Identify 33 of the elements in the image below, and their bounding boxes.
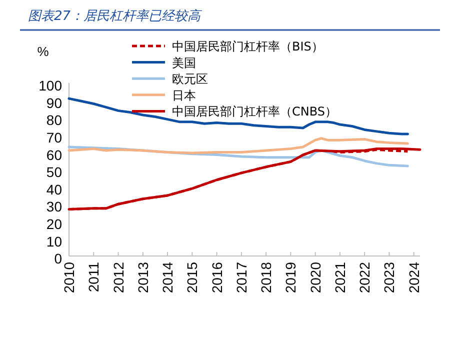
y-tick-label: 50 (46, 164, 62, 180)
x-tick-label: 2017 (233, 262, 250, 294)
y-tick-label: 80 (46, 112, 62, 128)
x-tick-label: 2011 (86, 262, 102, 292)
legend-label: 欧元区 (172, 72, 208, 86)
x-tick-label: 2023 (381, 262, 398, 294)
y-tick-label: 90 (46, 94, 62, 111)
x-tick-label: 2020 (307, 262, 324, 294)
x-tick-label: 2016 (208, 262, 225, 294)
chart-title: 图表27：居民杠杆率已经较高 (28, 8, 203, 24)
y-tick-label: 10 (46, 233, 62, 250)
y-axis-title: % (37, 44, 50, 59)
x-tick-label: 2014 (160, 262, 176, 294)
legend-label: 中国居民部门杠杆率（BIS） (172, 40, 324, 54)
y-tick-label: 20 (46, 216, 62, 232)
x-tick-label: 2024 (406, 262, 422, 294)
x-tick-label: 2010 (61, 262, 77, 294)
x-tick-label: 2021 (332, 262, 348, 294)
x-tick-label: 2015 (184, 262, 200, 294)
y-tick-label: 70 (46, 130, 62, 146)
x-tick-label: 2012 (110, 262, 126, 294)
y-tick-label: 60 (46, 146, 62, 163)
x-tick-label: 2013 (134, 262, 151, 294)
y-tick-label: 100 (38, 78, 62, 94)
x-tick-label: 2022 (356, 262, 373, 294)
legend-label: 日本 (172, 88, 196, 102)
y-tick-label: 30 (46, 198, 62, 215)
legend-label: 美国 (172, 56, 196, 70)
y-tick-label: 0 (54, 250, 62, 267)
x-tick-label: 2019 (282, 262, 299, 294)
y-tick-label: 40 (46, 181, 62, 198)
x-tick-label: 2018 (258, 262, 274, 294)
legend-label: 中国居民部门杠杆率（CNBS） (172, 104, 337, 119)
